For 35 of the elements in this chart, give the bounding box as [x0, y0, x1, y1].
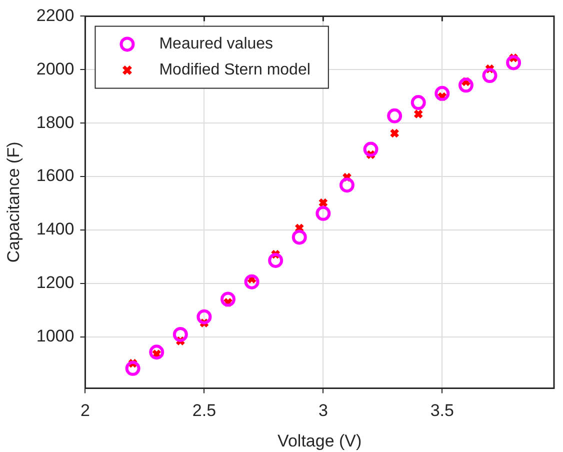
x-axis-title: Voltage (V) [278, 431, 362, 450]
point [318, 198, 328, 208]
point [172, 326, 188, 342]
point [434, 86, 450, 101]
point [390, 128, 400, 138]
point [244, 274, 260, 290]
point [268, 252, 284, 268]
point [387, 108, 402, 124]
point [363, 142, 378, 157]
x-tick-label: 3.5 [430, 401, 454, 420]
point [506, 55, 522, 70]
y-tick-label: 1200 [36, 273, 74, 292]
point [125, 360, 140, 376]
legend-label: Modified Stern model [159, 62, 310, 79]
x-tick-label: 2 [80, 401, 90, 420]
point [220, 292, 236, 307]
point [339, 178, 354, 193]
point [149, 344, 164, 360]
point [413, 109, 424, 119]
point [458, 78, 474, 93]
legend-label: Meaured values [159, 36, 274, 53]
y-tick-label: 2000 [36, 59, 74, 78]
point [410, 95, 426, 110]
y-tick-label: 1000 [36, 326, 74, 346]
y-tick-label: 1800 [36, 112, 74, 132]
y-axis-title: Capacitance (F) [4, 142, 23, 263]
point [482, 68, 498, 84]
point [316, 206, 331, 221]
x-tick-label: 2.5 [192, 401, 216, 420]
point [292, 230, 307, 245]
x-tick-label: 3 [318, 401, 328, 420]
y-tick-label: 1600 [36, 166, 74, 186]
y-tick-label: 1400 [36, 220, 74, 239]
point [196, 309, 212, 324]
y-tick-label: 2200 [36, 6, 74, 25]
